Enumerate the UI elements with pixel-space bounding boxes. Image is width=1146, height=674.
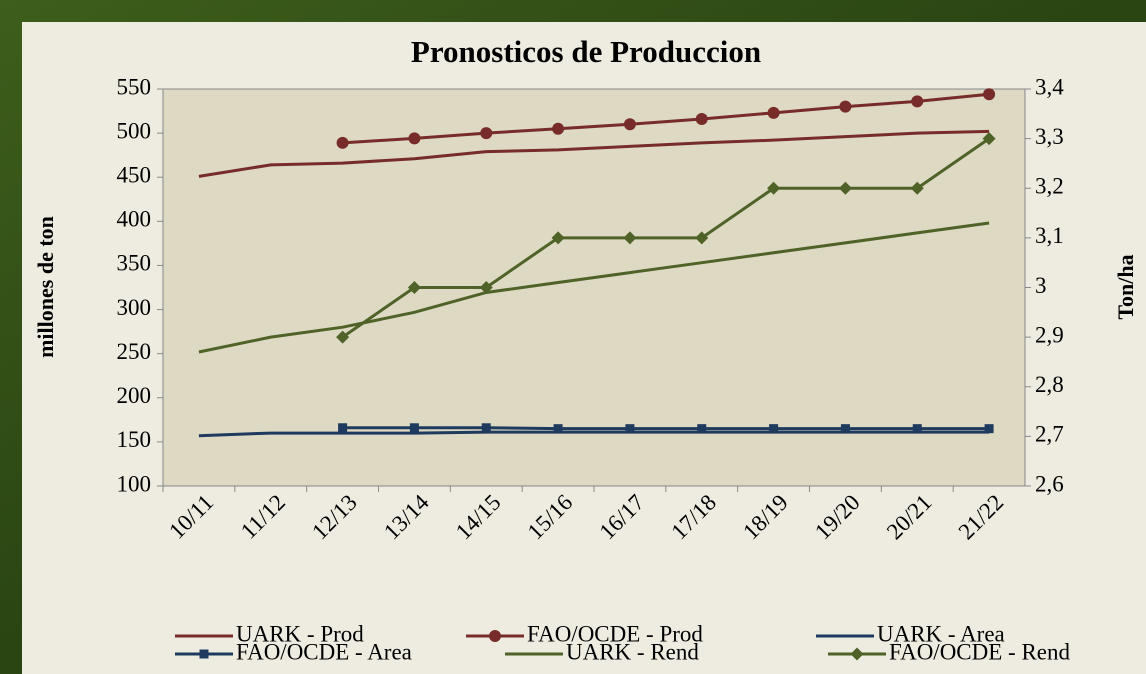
point (553, 424, 563, 434)
y-tick-label: 300 (117, 295, 152, 320)
series-line (198, 430, 990, 438)
y2-tick-label: 2,8 (1035, 372, 1064, 397)
point (695, 112, 708, 125)
point (625, 424, 635, 434)
y-tick-label: 150 (117, 427, 152, 452)
y-tick-label: 200 (117, 383, 152, 408)
point (984, 424, 994, 434)
point (983, 88, 996, 101)
point (338, 423, 348, 433)
legend-label: UARK - Area (877, 621, 1005, 646)
point (407, 281, 421, 294)
point (408, 132, 421, 145)
y2-tick-label: 3 (1035, 273, 1047, 298)
y2-tick-label: 2,9 (1035, 322, 1064, 347)
legend-label: UARK - Prod (236, 621, 364, 646)
point (767, 181, 781, 195)
y2-tick-label: 3,1 (1035, 223, 1064, 248)
y-tick-label: 400 (117, 207, 152, 232)
series-line (342, 426, 990, 431)
point (838, 181, 852, 195)
y-tick-label: 550 (117, 74, 152, 99)
legend-label: FAO/OCDE - Area (236, 639, 412, 664)
point (910, 181, 924, 195)
series-line (341, 137, 990, 339)
series-line (342, 92, 990, 145)
point (982, 132, 996, 146)
y-tick-label: 250 (117, 339, 152, 364)
chart-title: Pronosticos de Produccion (411, 34, 761, 69)
y2-tick-label: 3,2 (1035, 174, 1064, 199)
point (767, 106, 780, 119)
point (911, 95, 924, 108)
point (409, 423, 419, 433)
y2-axis-label: Ton/ha (1113, 254, 1138, 319)
point (623, 118, 636, 131)
point (336, 330, 350, 344)
point (769, 424, 779, 434)
series-line (198, 221, 990, 354)
plot-area (162, 88, 1026, 487)
point (623, 231, 637, 245)
point (479, 281, 493, 294)
y-tick-label: 100 (117, 471, 152, 496)
y-axis-label: millones de ton (33, 216, 58, 358)
legend-label: UARK - Rend (566, 639, 699, 664)
point (480, 127, 493, 140)
y-tick-label: 450 (117, 163, 152, 188)
legend-marker (489, 630, 501, 642)
point (839, 100, 852, 113)
y-tick-label: 500 (117, 118, 152, 143)
point (336, 136, 349, 149)
y-tick-label: 350 (117, 251, 152, 276)
point (695, 231, 709, 245)
series-line (198, 129, 990, 178)
point (840, 424, 850, 434)
point (552, 122, 565, 135)
y2-tick-label: 2,6 (1035, 471, 1064, 496)
point (697, 424, 707, 434)
legend-marker (199, 649, 209, 659)
legend-label: FAO/OCDE - Rend (889, 639, 1071, 664)
legend-label: FAO/OCDE - Prod (527, 621, 703, 646)
y2-tick-label: 2,7 (1035, 422, 1064, 447)
point (912, 424, 922, 434)
legend-marker (850, 647, 864, 661)
y2-tick-label: 3,3 (1035, 124, 1064, 149)
point (551, 231, 565, 245)
point (481, 423, 491, 433)
y2-tick-label: 3,4 (1035, 74, 1064, 99)
